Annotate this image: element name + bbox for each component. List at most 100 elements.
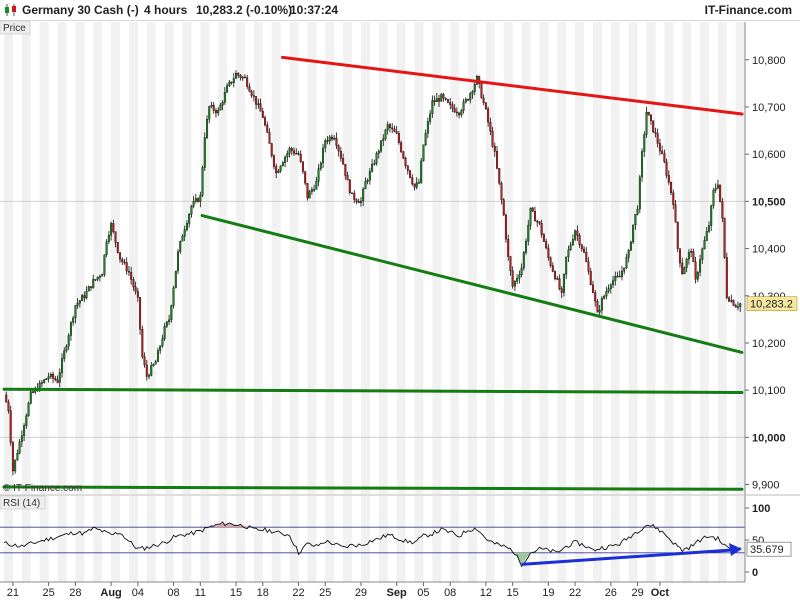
candle-body: [467, 99, 470, 101]
candle-body: [330, 136, 333, 140]
candle-body: [72, 317, 75, 323]
candle-body: [413, 183, 416, 188]
day-band: [378, 22, 388, 494]
day-band: [735, 496, 745, 582]
candle-body: [734, 305, 737, 308]
candle-body: [607, 288, 610, 292]
candle-body: [562, 273, 565, 293]
price-tick-label: 10,800: [752, 55, 786, 67]
candle-body: [469, 93, 472, 101]
candle-body: [270, 143, 273, 157]
candle-body: [357, 201, 360, 204]
day-band: [432, 22, 442, 494]
day-band: [450, 22, 460, 494]
candle-body: [730, 300, 733, 302]
day-band: [111, 22, 121, 494]
candle-body: [710, 205, 713, 226]
candle-body: [549, 257, 552, 266]
candle-body: [627, 250, 630, 258]
candle-body: [696, 271, 699, 280]
candle-body: [259, 103, 262, 112]
candle-body: [264, 117, 267, 126]
candle-body: [47, 376, 50, 379]
day-band: [182, 22, 192, 494]
candle-body: [123, 261, 126, 264]
candle-body: [554, 271, 557, 280]
candle-body: [629, 241, 632, 251]
candle-body: [177, 251, 180, 272]
candle-body: [141, 328, 144, 357]
candle-body: [493, 145, 496, 152]
candle-body: [406, 165, 409, 171]
candle-body: [681, 262, 684, 275]
candle-body: [558, 278, 561, 290]
candle-body: [98, 276, 101, 278]
candle-body: [502, 199, 505, 216]
day-band: [236, 496, 245, 582]
candle-body: [487, 108, 490, 123]
candle-body: [641, 151, 644, 178]
candle-body: [545, 241, 548, 249]
candle-body: [148, 375, 151, 377]
candle-body: [578, 235, 581, 245]
date-tick-label: 22: [292, 587, 304, 599]
candle-body: [110, 223, 113, 236]
candle-body: [179, 240, 182, 252]
day-band: [664, 22, 674, 494]
candle-body: [132, 279, 135, 288]
day-band: [575, 22, 585, 494]
candle-body: [201, 167, 204, 196]
day-band: [592, 496, 602, 582]
candle-body: [119, 252, 122, 260]
candle-body: [83, 295, 86, 299]
candle-body: [145, 364, 148, 377]
candle-body: [560, 288, 563, 293]
day-band: [325, 496, 335, 582]
candle-body: [699, 259, 702, 273]
candle-series: [5, 70, 742, 476]
candle-body: [440, 94, 443, 102]
candle-body: [324, 140, 327, 149]
candle-body: [527, 224, 530, 242]
candle-body: [143, 356, 146, 366]
candle-body: [694, 261, 697, 280]
candle-body: [212, 104, 215, 111]
candle-body: [304, 171, 307, 184]
candle-body: [255, 96, 258, 105]
candle-body: [569, 244, 572, 250]
candle-body: [306, 182, 309, 199]
candle-body: [9, 410, 12, 443]
price-tick-label: 9,900: [752, 480, 780, 492]
candle-body: [241, 76, 244, 79]
candle-body: [634, 214, 637, 226]
candle-body: [500, 182, 503, 200]
candle-body: [458, 112, 461, 116]
candle-body: [705, 231, 708, 241]
candle-body: [230, 81, 233, 84]
price-tick-label: 10,000: [752, 432, 786, 444]
day-band: [289, 496, 299, 582]
candle-body: [654, 131, 657, 134]
day-band: [575, 496, 585, 582]
candle-body: [551, 265, 554, 272]
candle-body: [107, 235, 110, 242]
candle-body: [714, 187, 717, 191]
candle-body: [576, 230, 579, 236]
candle-body: [315, 180, 318, 190]
candle-body: [150, 365, 153, 376]
candle-body: [228, 81, 231, 86]
day-band: [682, 496, 692, 582]
candle-body: [736, 306, 739, 308]
candle-body: [65, 345, 68, 351]
candle-body: [74, 305, 77, 319]
candle-body: [221, 102, 224, 106]
rsi-oversold-fill: [515, 552, 533, 565]
trendline-green-mid: [2, 387, 744, 395]
candle-body: [342, 158, 345, 165]
candle-body: [161, 338, 164, 347]
candle-body: [172, 287, 175, 306]
timeframe-label: 4 hours: [144, 3, 188, 17]
candle-body: [45, 378, 48, 380]
candle-body: [460, 110, 463, 116]
day-band: [128, 496, 138, 582]
